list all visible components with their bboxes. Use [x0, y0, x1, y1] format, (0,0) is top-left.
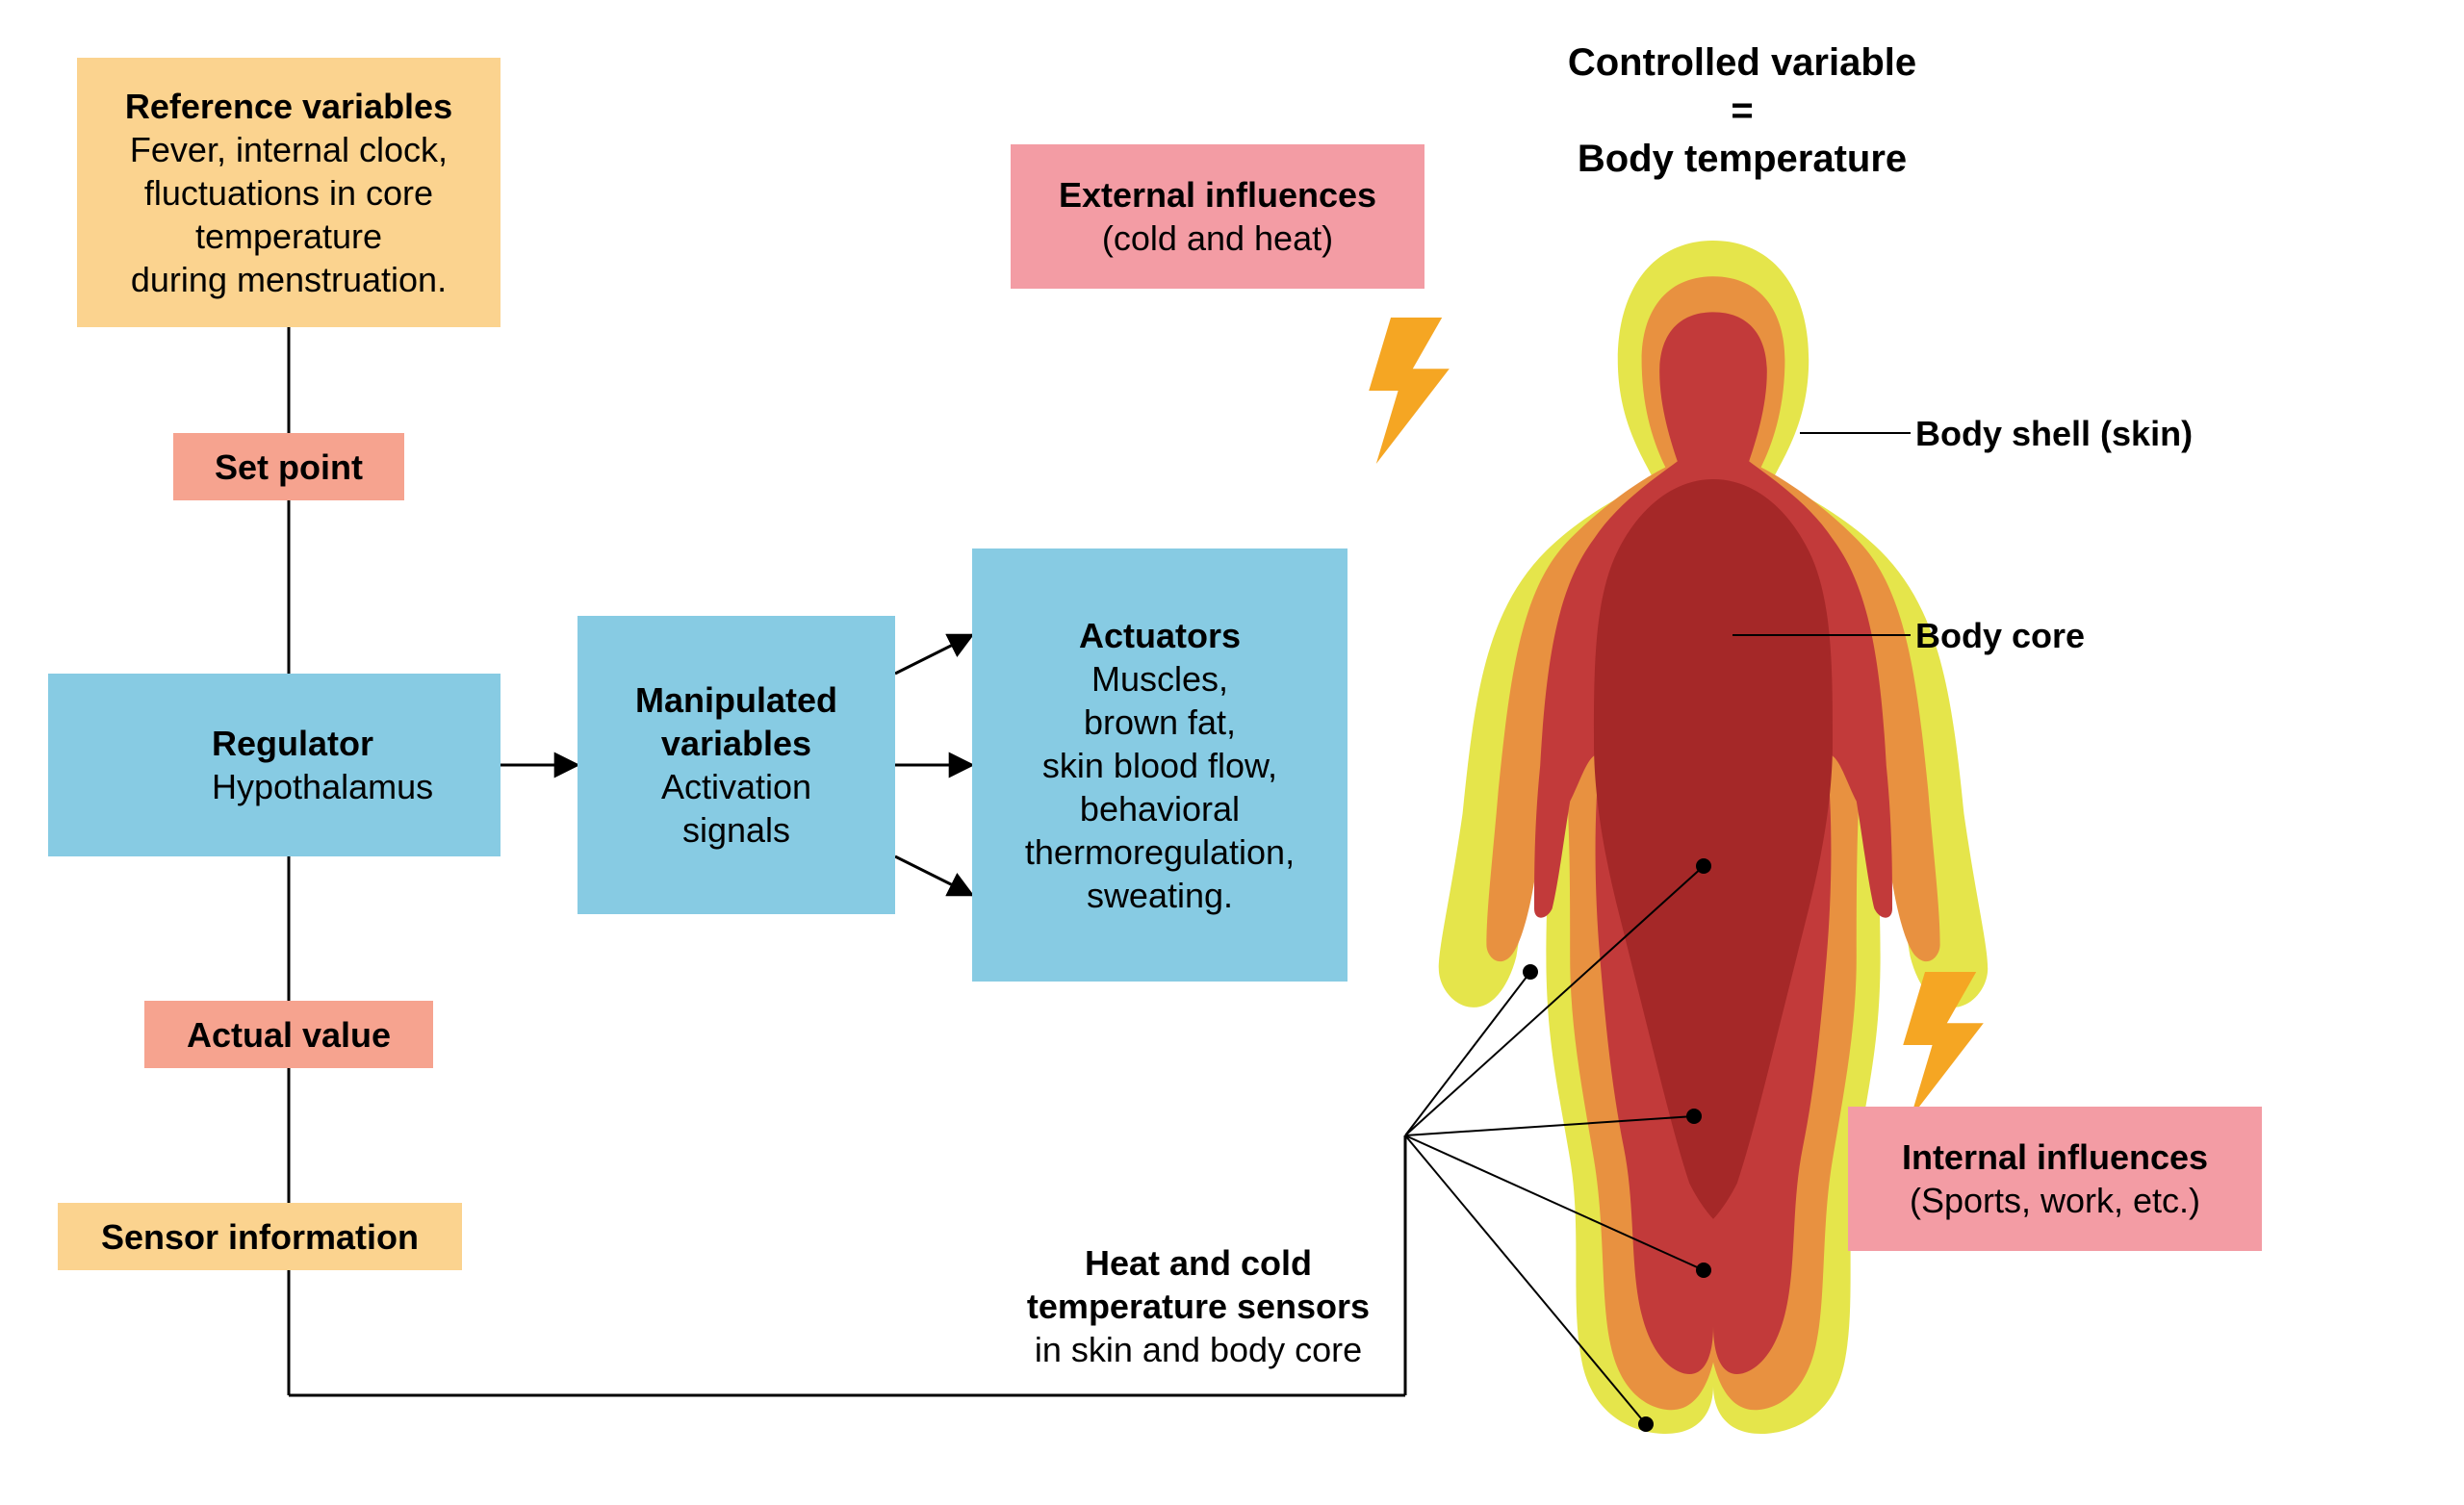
- actuators-box: Actuators Muscles, brown fat, skin blood…: [972, 548, 1348, 982]
- actual-value-box: Actual value: [144, 1001, 433, 1068]
- sensor-info-label: Sensor information: [101, 1215, 419, 1259]
- actuators-title: Actuators: [1079, 614, 1241, 657]
- reference-title: Reference variables: [125, 85, 452, 128]
- body-shell-label: Body shell (skin): [1915, 414, 2193, 454]
- manip-body: Activation signals: [661, 765, 811, 852]
- regulator-body: Hypothalamus: [212, 765, 433, 808]
- temperature-sensors-label: Heat and cold temperature sensors in ski…: [991, 1241, 1405, 1371]
- manip-title: Manipulated variables: [635, 678, 837, 765]
- body-shell-text: Body shell (skin): [1915, 414, 2193, 453]
- regulator-box: Regulator Hypothalamus: [48, 674, 500, 856]
- controlled-l3: Body temperature: [1578, 135, 1907, 183]
- reference-variables-box: Reference variables Fever, internal cloc…: [77, 58, 500, 327]
- sensor-dots: [1523, 858, 1711, 1432]
- sensor-lines: [1405, 866, 1704, 1424]
- controlled-l2: =: [1731, 87, 1753, 135]
- manipulated-variables-box: Manipulated variables Activation signals: [578, 616, 895, 914]
- external-influences-box: External influences (cold and heat): [1011, 144, 1424, 289]
- internal-body: (Sports, work, etc.): [1910, 1179, 2200, 1222]
- reference-body: Fever, internal clock, fluctuations in c…: [130, 128, 448, 301]
- body-core-text: Body core: [1915, 616, 2085, 655]
- actuators-body: Muscles, brown fat, skin blood flow, beh…: [1025, 657, 1295, 917]
- set-point-box: Set point: [173, 433, 404, 500]
- regulator-title: Regulator: [212, 722, 433, 765]
- actual-value-label: Actual value: [187, 1013, 391, 1057]
- controlled-l1: Controlled variable: [1568, 38, 1916, 87]
- bolt-external: [1369, 318, 1450, 464]
- sensors-rest: in skin and body core: [991, 1328, 1405, 1371]
- internal-influences-box: Internal influences (Sports, work, etc.): [1848, 1107, 2262, 1251]
- set-point-label: Set point: [215, 446, 363, 489]
- bolt-internal: [1903, 972, 1984, 1118]
- sensors-bold: Heat and cold temperature sensors: [991, 1241, 1405, 1328]
- internal-title: Internal influences: [1902, 1135, 2208, 1179]
- external-title: External influences: [1059, 173, 1376, 217]
- controlled-variable-label: Controlled variable = Body temperature: [1502, 38, 1983, 183]
- sensor-info-box: Sensor information: [58, 1203, 462, 1270]
- external-body: (cold and heat): [1102, 217, 1333, 260]
- body-core-label: Body core: [1915, 616, 2085, 656]
- body-figure: [1439, 241, 1988, 1434]
